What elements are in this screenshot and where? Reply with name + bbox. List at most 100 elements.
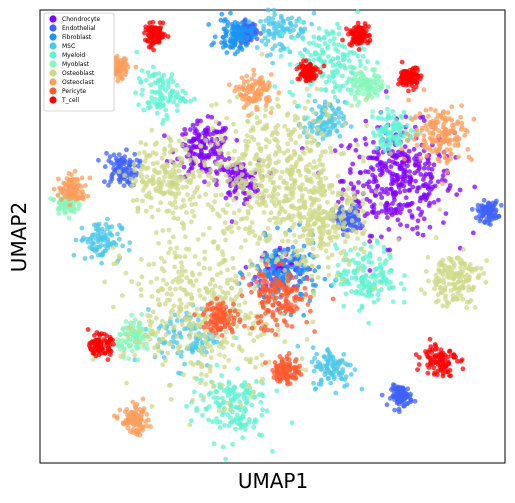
- point-osteoclast: [246, 113, 251, 118]
- point-pericyte: [276, 261, 282, 267]
- point-osteoblast: [149, 127, 155, 133]
- point-osteoblast: [189, 325, 195, 330]
- point-myeloid: [180, 97, 186, 103]
- point-osteoblast: [119, 293, 125, 298]
- point-chondrocyte: [417, 198, 423, 204]
- point-osteoclast: [435, 133, 441, 139]
- point-osteoblast: [450, 293, 456, 298]
- point-myeloid: [378, 134, 384, 140]
- point-chondrocyte: [371, 210, 377, 216]
- point-msc: [177, 330, 183, 336]
- point-myeloid: [149, 99, 155, 105]
- point-chondrocyte: [401, 169, 407, 175]
- point-myoblast: [370, 67, 375, 72]
- point-myeloid: [353, 275, 359, 280]
- point-myeloid: [335, 21, 340, 27]
- point-osteoblast: [261, 210, 267, 215]
- point-osteoblast: [236, 225, 242, 231]
- point-myeloid: [234, 412, 240, 418]
- point-chondrocyte: [385, 215, 390, 220]
- point-osteoclast: [420, 125, 425, 131]
- point-osteoclast: [245, 79, 251, 85]
- point-osteoblast: [262, 113, 268, 119]
- point-osteoblast: [451, 271, 457, 277]
- point-chondrocyte: [373, 214, 379, 220]
- point-osteoblast: [340, 207, 346, 213]
- point-myeloid: [390, 109, 396, 114]
- point-myeloid: [217, 419, 223, 425]
- point-myoblast: [135, 357, 141, 363]
- point-osteoblast: [172, 250, 178, 256]
- point-chondrocyte: [197, 153, 203, 159]
- point-myeloid: [389, 268, 394, 273]
- point-msc: [293, 23, 299, 29]
- point-myeloid: [240, 435, 246, 441]
- point-myeloid: [150, 64, 156, 70]
- point-pericyte: [254, 279, 259, 284]
- point-myeloid: [395, 121, 401, 126]
- point-osteoblast: [234, 160, 240, 165]
- point-osteoblast: [209, 126, 215, 131]
- point-osteoblast: [176, 309, 182, 315]
- point-fibroblast: [272, 271, 278, 277]
- point-myeloid: [379, 128, 384, 134]
- point-osteoblast: [285, 141, 290, 147]
- point-chondrocyte: [182, 126, 188, 132]
- point-myeloid: [246, 419, 252, 425]
- point-msc: [89, 241, 95, 247]
- point-myeloid: [321, 35, 327, 41]
- point-msc: [325, 347, 331, 352]
- point-chondrocyte: [365, 211, 370, 217]
- point-myeloid: [306, 93, 312, 98]
- point-myeloid: [220, 412, 225, 418]
- point-pericyte: [239, 293, 245, 299]
- point-myeloid: [316, 26, 322, 31]
- point-osteoblast: [150, 331, 156, 336]
- point-osteoblast: [229, 229, 235, 235]
- point-chondrocyte: [440, 177, 445, 183]
- point-myeloid: [242, 427, 248, 432]
- point-osteoblast: [197, 173, 203, 179]
- point-msc: [93, 235, 99, 241]
- point-chondrocyte: [205, 125, 211, 131]
- point-chondrocyte: [337, 179, 343, 185]
- point-myoblast: [51, 197, 56, 203]
- point-myeloid: [333, 84, 338, 90]
- point-osteoclast: [239, 75, 245, 81]
- point-myeloid: [174, 108, 180, 114]
- point-myeloid: [378, 110, 383, 116]
- point-myeloid: [192, 389, 197, 395]
- point-osteoblast: [325, 101, 331, 107]
- point-myeloid: [163, 107, 169, 113]
- point-osteoblast: [208, 168, 214, 173]
- point-osteoblast: [176, 138, 182, 144]
- point-osteoblast: [309, 228, 315, 233]
- point-osteoclast: [448, 151, 453, 157]
- point-myeloid: [258, 399, 264, 405]
- point-chondrocyte: [234, 137, 240, 143]
- point-myeloid: [311, 57, 316, 63]
- point-osteoclast: [72, 168, 78, 174]
- point-osteoblast: [305, 99, 311, 104]
- point-osteoblast: [197, 293, 203, 299]
- point-myeloid: [206, 392, 212, 397]
- point-msc: [79, 225, 85, 231]
- point-myeloid: [289, 79, 295, 85]
- point-osteoclast: [458, 126, 464, 132]
- point-osteoblast: [186, 311, 192, 317]
- point-chondrocyte: [386, 158, 392, 164]
- point-osteoblast: [260, 231, 266, 237]
- point-msc: [105, 226, 110, 231]
- point-msc: [334, 128, 339, 134]
- point-chondrocyte: [225, 190, 231, 196]
- point-osteoblast: [426, 278, 431, 284]
- point-osteoblast: [334, 272, 340, 278]
- point-fibroblast: [268, 269, 274, 275]
- point-osteoblast: [134, 338, 140, 344]
- point-myeloid: [143, 77, 149, 83]
- point-osteoblast: [256, 156, 262, 162]
- point-osteoblast: [285, 127, 291, 133]
- point-myoblast: [144, 341, 149, 347]
- point-osteoblast: [297, 134, 303, 139]
- point-osteoclast: [143, 419, 149, 424]
